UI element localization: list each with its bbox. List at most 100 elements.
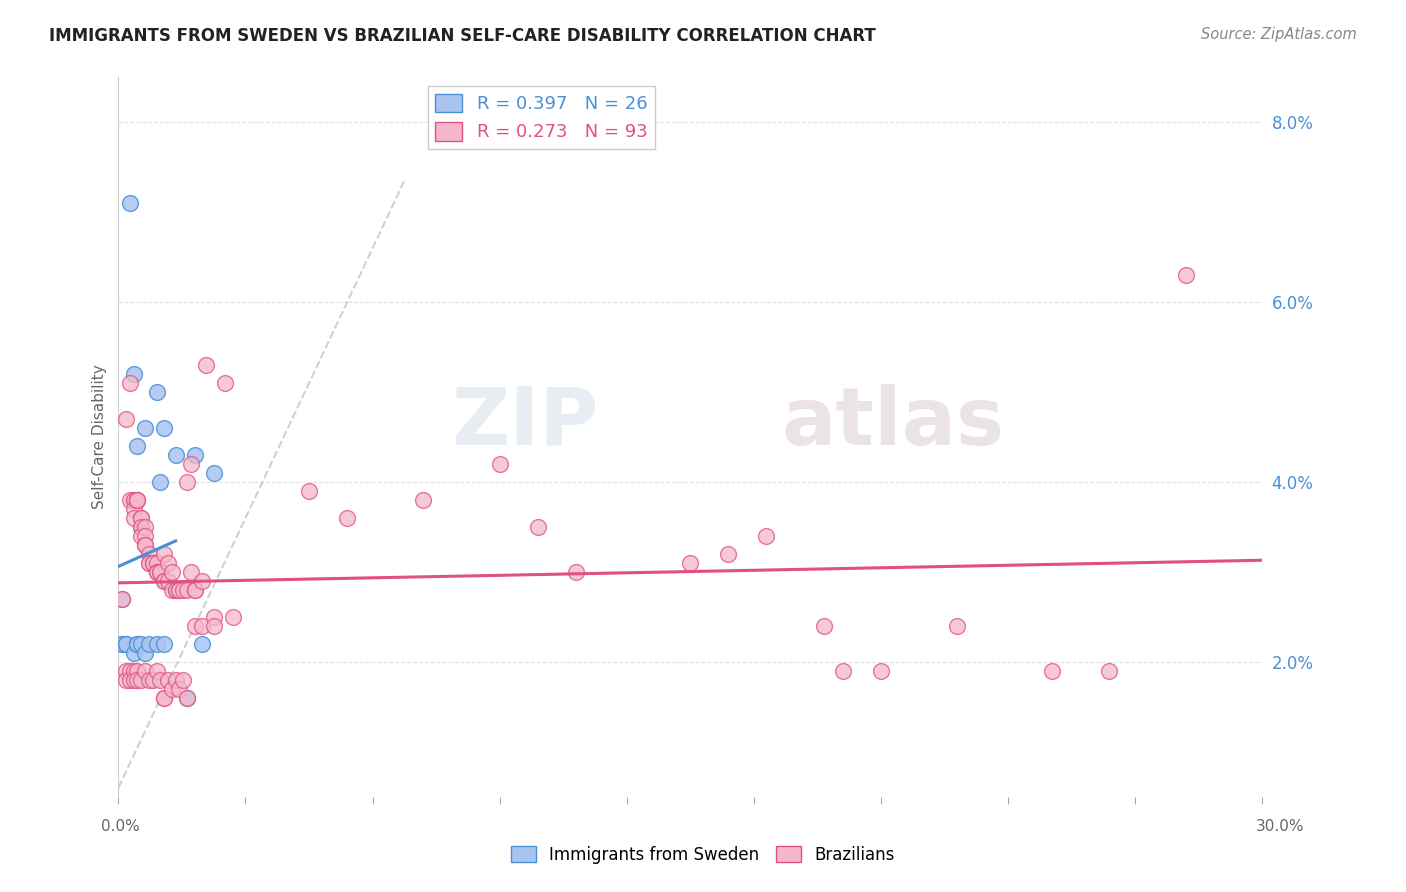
- Point: [138, 673, 160, 687]
- Point: [298, 483, 321, 498]
- Point: [176, 475, 198, 489]
- Point: [169, 582, 191, 597]
- Point: [131, 520, 153, 534]
- Point: [755, 529, 778, 543]
- Point: [149, 565, 172, 579]
- Point: [191, 637, 214, 651]
- Point: [169, 582, 191, 597]
- Point: [142, 673, 165, 687]
- Point: [142, 556, 165, 570]
- Point: [488, 457, 510, 471]
- Point: [138, 547, 160, 561]
- Point: [153, 574, 176, 588]
- Point: [111, 637, 134, 651]
- Text: atlas: atlas: [782, 384, 1005, 462]
- Point: [202, 466, 225, 480]
- Point: [1040, 664, 1063, 678]
- Point: [115, 637, 138, 651]
- Legend: R = 0.397   N = 26, R = 0.273   N = 93: R = 0.397 N = 26, R = 0.273 N = 93: [429, 87, 655, 149]
- Point: [118, 493, 141, 508]
- Point: [127, 493, 149, 508]
- Point: [138, 556, 160, 570]
- Point: [122, 664, 145, 678]
- Y-axis label: Self-Care Disability: Self-Care Disability: [93, 365, 107, 509]
- Point: [191, 619, 214, 633]
- Point: [111, 637, 134, 651]
- Point: [145, 565, 167, 579]
- Point: [138, 637, 160, 651]
- Point: [145, 637, 167, 651]
- Point: [127, 493, 149, 508]
- Point: [122, 511, 145, 525]
- Legend: Immigrants from Sweden, Brazilians: Immigrants from Sweden, Brazilians: [505, 839, 901, 871]
- Point: [160, 565, 183, 579]
- Point: [869, 664, 891, 678]
- Point: [127, 493, 149, 508]
- Point: [142, 556, 165, 570]
- Point: [165, 582, 187, 597]
- Point: [145, 385, 167, 400]
- Text: Source: ZipAtlas.com: Source: ZipAtlas.com: [1201, 27, 1357, 42]
- Point: [160, 582, 183, 597]
- Point: [134, 664, 156, 678]
- Point: [336, 511, 359, 525]
- Point: [412, 493, 434, 508]
- Point: [122, 673, 145, 687]
- Point: [115, 637, 138, 651]
- Point: [679, 556, 702, 570]
- Point: [134, 538, 156, 552]
- Point: [153, 421, 176, 435]
- Point: [134, 646, 156, 660]
- Point: [813, 619, 835, 633]
- Point: [122, 646, 145, 660]
- Point: [183, 582, 205, 597]
- Point: [149, 475, 172, 489]
- Point: [131, 511, 153, 525]
- Point: [165, 448, 187, 462]
- Point: [131, 511, 153, 525]
- Point: [149, 673, 172, 687]
- Point: [122, 493, 145, 508]
- Point: [165, 673, 187, 687]
- Point: [183, 448, 205, 462]
- Point: [134, 538, 156, 552]
- Point: [127, 637, 149, 651]
- Point: [183, 582, 205, 597]
- Point: [160, 681, 183, 696]
- Point: [122, 502, 145, 516]
- Point: [131, 520, 153, 534]
- Point: [946, 619, 969, 633]
- Point: [176, 690, 198, 705]
- Point: [115, 664, 138, 678]
- Point: [1174, 268, 1197, 283]
- Text: 0.0%: 0.0%: [101, 819, 141, 834]
- Point: [127, 439, 149, 453]
- Point: [717, 547, 740, 561]
- Point: [118, 196, 141, 211]
- Point: [127, 673, 149, 687]
- Point: [131, 673, 153, 687]
- Text: ZIP: ZIP: [451, 384, 599, 462]
- Point: [156, 574, 179, 588]
- Point: [222, 610, 245, 624]
- Point: [172, 582, 194, 597]
- Point: [156, 673, 179, 687]
- Point: [191, 574, 214, 588]
- Point: [153, 547, 176, 561]
- Point: [153, 690, 176, 705]
- Point: [1098, 664, 1121, 678]
- Text: IMMIGRANTS FROM SWEDEN VS BRAZILIAN SELF-CARE DISABILITY CORRELATION CHART: IMMIGRANTS FROM SWEDEN VS BRAZILIAN SELF…: [49, 27, 876, 45]
- Point: [118, 673, 141, 687]
- Point: [122, 367, 145, 381]
- Point: [214, 376, 236, 391]
- Point: [149, 565, 172, 579]
- Point: [115, 412, 138, 426]
- Point: [111, 591, 134, 606]
- Point: [127, 637, 149, 651]
- Point: [172, 673, 194, 687]
- Point: [202, 610, 225, 624]
- Point: [169, 681, 191, 696]
- Point: [831, 664, 853, 678]
- Point: [145, 556, 167, 570]
- Point: [131, 637, 153, 651]
